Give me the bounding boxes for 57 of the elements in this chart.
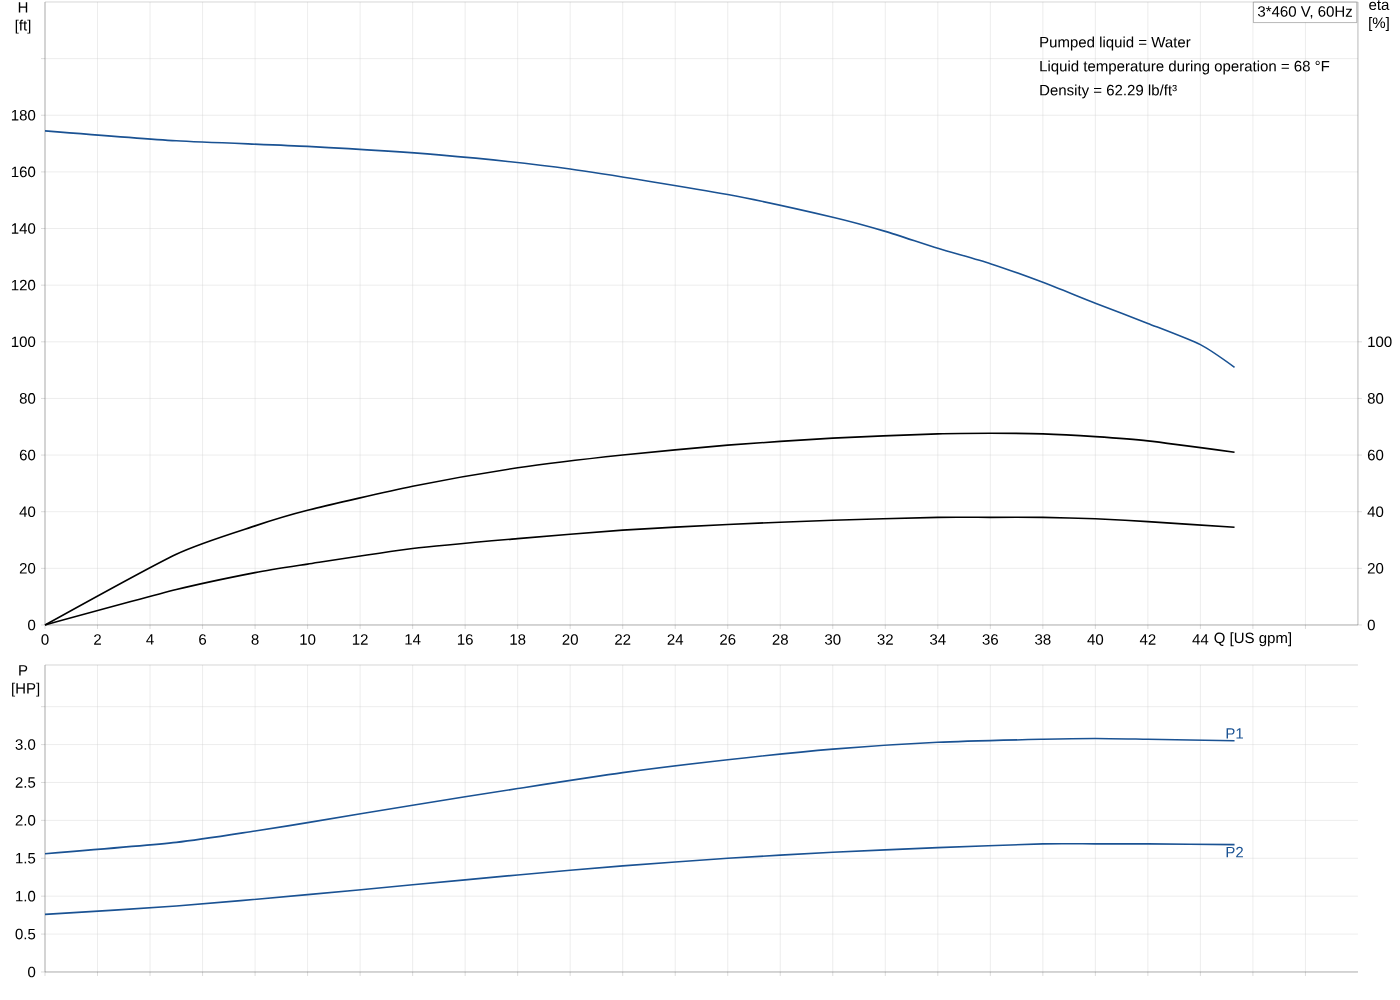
y-tick-label: 80	[19, 393, 36, 404]
y2-tick-label: 80	[1367, 393, 1384, 404]
x-tick-label: 32	[877, 634, 893, 645]
x-tick-label: 42	[1139, 634, 1156, 645]
y-axis-title: P [HP]	[12, 665, 40, 697]
y2-tick-label: 0	[1367, 619, 1375, 631]
y-tick-label: 100	[11, 336, 36, 348]
y2-tick-label: 40	[1367, 506, 1384, 518]
x-tick-label: 26	[720, 634, 736, 645]
x-tick-label: 34	[930, 634, 946, 645]
x-tick-label: 20	[562, 634, 578, 645]
y-tick-label: 2.0	[15, 815, 36, 826]
y-axis-title: H [ft]	[15, 2, 31, 34]
x-tick-label: 4	[146, 634, 154, 645]
series-label: P2	[1226, 846, 1243, 858]
y2-tick-label: 60	[1367, 449, 1384, 461]
y-tick-label: 40	[19, 506, 36, 518]
x-tick-label: 16	[457, 634, 473, 645]
annotation: Liquid temperature during operation = 68 °F	[1040, 60, 1330, 75]
series-label: P1	[1226, 728, 1243, 739]
annotation: Pumped liquid = Water	[1040, 36, 1191, 51]
y-tick-label: 1.0	[16, 890, 36, 902]
y-tick-label: 60	[19, 449, 36, 461]
x-tick-label: 36	[982, 634, 999, 645]
x-tick-label: 40	[1087, 634, 1104, 645]
y2-axis-title: eta [%]	[1369, 0, 1390, 31]
y2-tick-label: 20	[1367, 563, 1384, 574]
x-tick-label: 24	[667, 634, 684, 645]
line-series	[44, 130, 1236, 369]
y-tick-label: 0	[28, 619, 36, 631]
x-tick-label: 22	[615, 634, 631, 645]
y-tick-label: 20	[19, 563, 36, 574]
x-tick-label: 2	[94, 634, 101, 645]
y2-tick-label: 100	[1368, 336, 1392, 348]
y-tick-label: 160	[11, 166, 36, 178]
y-tick-label: 0	[28, 966, 36, 978]
x-tick-label: 14	[405, 634, 421, 645]
x-tick-label: 28	[772, 634, 788, 645]
x-tick-label: 30	[825, 634, 841, 645]
x-tick-label: 10	[300, 634, 316, 645]
x-axis-title: Q [US gpm]	[1214, 632, 1291, 647]
y-tick-label: 2.5	[15, 777, 36, 788]
annotation: Density = 62.29 lb/ft³	[1040, 84, 1177, 99]
x-tick-label: 0	[41, 634, 49, 645]
y-tick-label: 1.5	[16, 853, 36, 864]
y-tick-label: 3.0	[15, 739, 36, 750]
x-tick-label: 8	[251, 634, 259, 645]
chart-title: 3*460 V, 60Hz	[1257, 6, 1352, 19]
x-tick-label: 18	[510, 634, 526, 645]
x-tick-label: 44	[1192, 634, 1209, 645]
y-tick-label: 0.5	[15, 928, 36, 940]
y-tick-label: 180	[11, 109, 36, 121]
y-tick-label: 140	[11, 223, 36, 234]
x-tick-label: 6	[199, 634, 207, 645]
x-tick-label: 38	[1035, 634, 1051, 645]
y-tick-label: 120	[11, 279, 36, 291]
x-tick-label: 12	[352, 634, 368, 645]
